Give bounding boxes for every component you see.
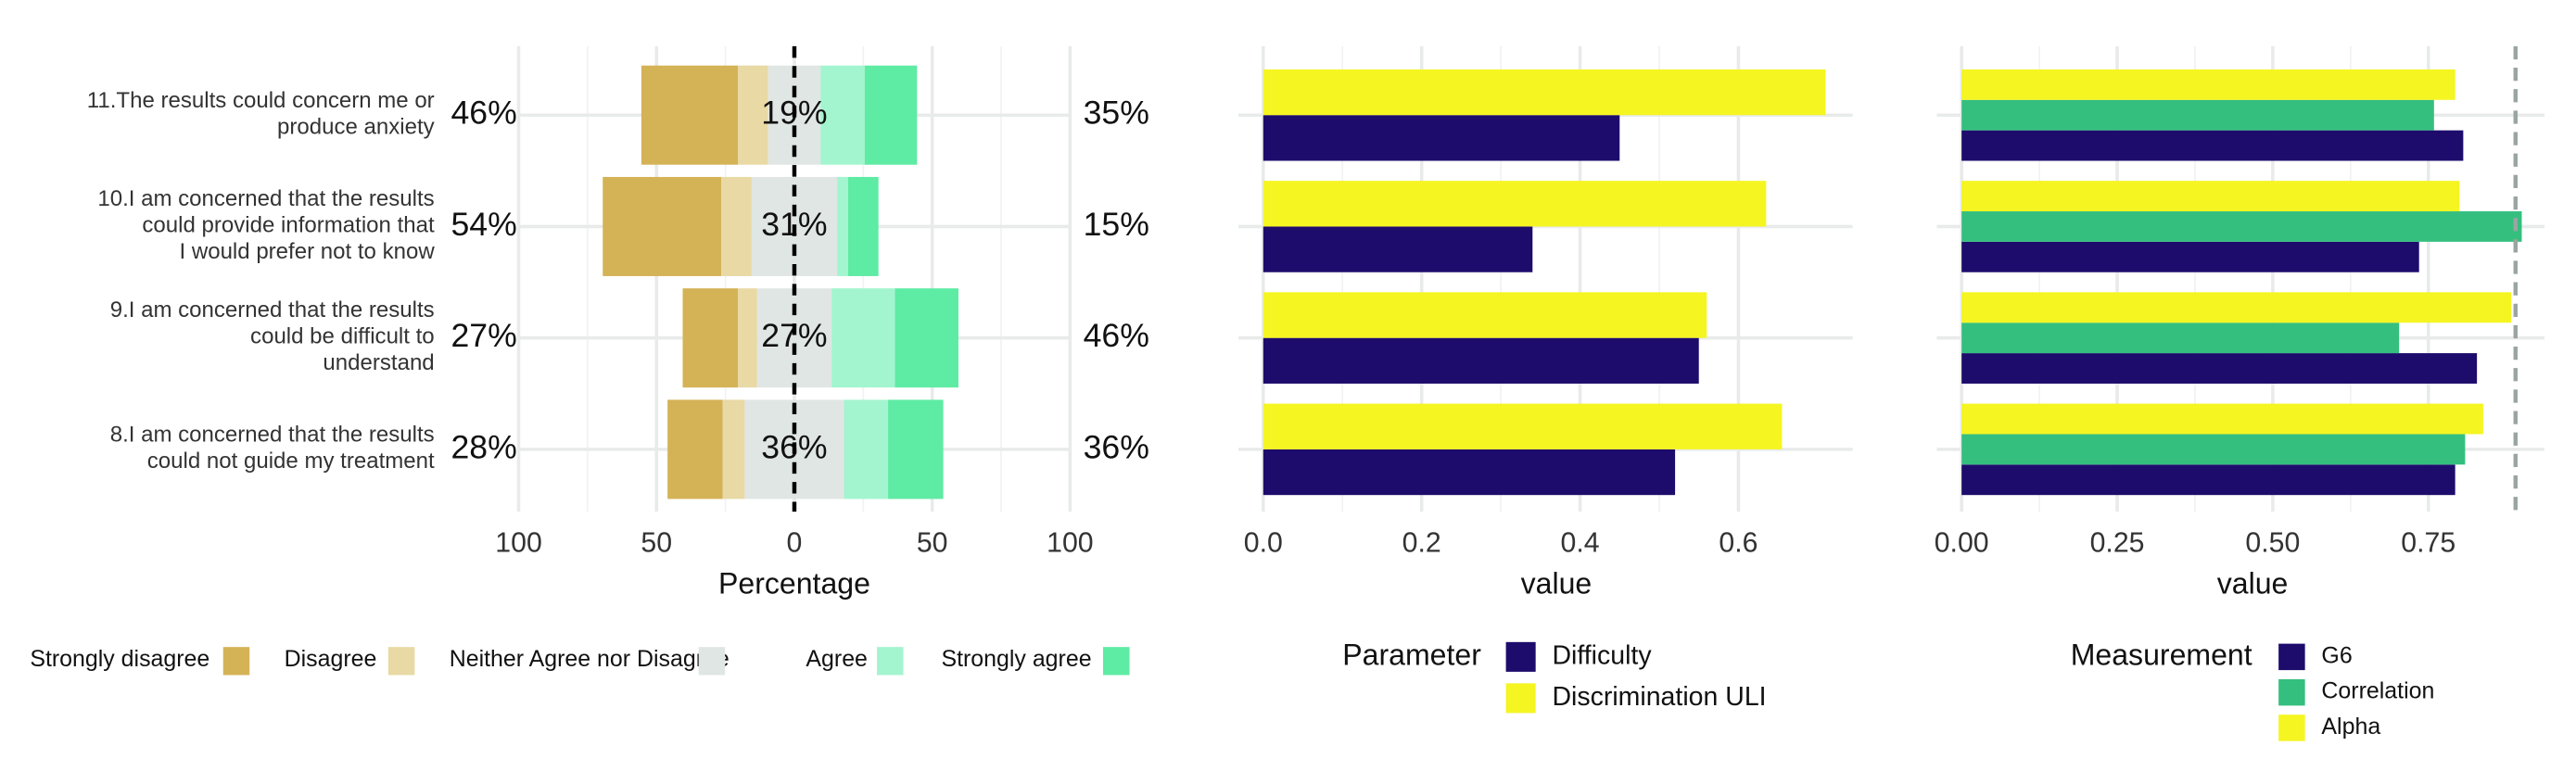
right-label: 36% bbox=[1084, 428, 1149, 465]
right-label: 46% bbox=[1084, 317, 1149, 354]
legend-swatch bbox=[2278, 678, 2305, 706]
legend-label: Difficulty bbox=[1552, 640, 1652, 670]
legend-swatch bbox=[387, 647, 415, 676]
right-label: 15% bbox=[1084, 206, 1149, 243]
bar-segment bbox=[844, 399, 889, 499]
bar bbox=[1263, 449, 1676, 496]
bar bbox=[1961, 99, 2434, 131]
bar bbox=[1961, 69, 2455, 100]
category-label: 8.I am concerned that the results could n… bbox=[110, 423, 435, 474]
legend-swatch bbox=[2278, 643, 2305, 671]
bar bbox=[1961, 181, 2460, 212]
left-label: 46% bbox=[450, 95, 516, 132]
bar-segment bbox=[837, 176, 848, 276]
x-tick-label: 0.6 bbox=[1719, 528, 1758, 559]
category-label: 10.I am concerned that the results could … bbox=[97, 186, 435, 264]
bar bbox=[1961, 403, 2483, 435]
right-label: 35% bbox=[1084, 95, 1149, 132]
category-label-line: could be difficult to bbox=[250, 324, 435, 349]
bar bbox=[1263, 115, 1620, 161]
bar bbox=[1961, 292, 2512, 323]
category-label-line: 10.I am concerned that the results bbox=[97, 186, 434, 211]
category-label-line: 8.I am concerned that the results bbox=[110, 423, 435, 448]
bar bbox=[1961, 464, 2455, 496]
legend-swatch bbox=[1505, 683, 1536, 714]
x-tick-label: 0.00 bbox=[1935, 528, 1989, 559]
category-label-line: could not guide my treatment bbox=[147, 449, 435, 474]
bar bbox=[1263, 181, 1767, 227]
x-tick-label: 0.25 bbox=[2090, 528, 2145, 559]
category-label-line: 9.I am concerned that the results bbox=[110, 298, 435, 323]
x-axis-title: Percentage bbox=[718, 567, 870, 601]
bar bbox=[1961, 211, 2522, 242]
x-tick-label: 100 bbox=[1047, 528, 1093, 559]
bar-segment bbox=[737, 65, 768, 165]
x-tick-label: 0.75 bbox=[2401, 528, 2455, 559]
bar-segment bbox=[895, 288, 958, 388]
category-label-line: produce anxiety bbox=[277, 115, 435, 140]
category-label: 11.The results could concern me or produc… bbox=[87, 88, 435, 139]
bar-segment bbox=[847, 176, 879, 276]
legend-label: Neither Agree nor Disagree bbox=[450, 646, 730, 672]
bar-segment bbox=[831, 288, 895, 388]
legend-title: Measurement bbox=[2071, 638, 2252, 671]
x-tick-label: 50 bbox=[917, 528, 948, 559]
bar-segment bbox=[667, 399, 723, 499]
category-label-line: I would prefer not to know bbox=[180, 239, 436, 264]
bar bbox=[1263, 337, 1699, 384]
legend-label: Alpha bbox=[2321, 714, 2380, 740]
legend-swatch bbox=[1103, 647, 1130, 676]
x-tick-label: 0.50 bbox=[2245, 528, 2300, 559]
bar bbox=[1263, 403, 1783, 449]
x-tick-label: 0 bbox=[787, 528, 803, 559]
legend-label: Strongly agree bbox=[941, 646, 1091, 672]
bar-segment bbox=[888, 399, 944, 499]
category-label-line: 11.The results could concern me or bbox=[87, 88, 435, 113]
bar-segment bbox=[722, 399, 745, 499]
legend-swatch bbox=[877, 647, 904, 676]
left-label: 54% bbox=[450, 206, 516, 243]
legend-label: Correlation bbox=[2321, 678, 2434, 704]
x-tick-label: 100 bbox=[495, 528, 542, 559]
bar bbox=[1263, 69, 1826, 116]
legend-label: G6 bbox=[2321, 642, 2352, 668]
bar bbox=[1263, 292, 1707, 338]
bar-segment bbox=[603, 176, 722, 276]
bar-segment bbox=[864, 65, 918, 165]
bar-segment bbox=[820, 65, 865, 165]
legend-swatch bbox=[1505, 641, 1536, 672]
bar bbox=[1961, 241, 2419, 272]
legend-label: Discrimination ULI bbox=[1552, 682, 1766, 712]
x-axis-title: value bbox=[2217, 567, 2289, 601]
category-label-line: could provide information that bbox=[142, 213, 435, 238]
legend-label: Agree bbox=[806, 646, 868, 672]
category-label-line: understand bbox=[323, 351, 434, 376]
bar-segment bbox=[721, 176, 752, 276]
category-label: 9.I am concerned that the results could b… bbox=[110, 298, 435, 376]
bar bbox=[1961, 353, 2478, 384]
bar-segment bbox=[737, 288, 757, 388]
x-tick-label: 0.2 bbox=[1402, 528, 1441, 559]
legend-swatch bbox=[698, 647, 726, 676]
legend-title: Parameter bbox=[1342, 638, 1481, 671]
x-tick-label: 50 bbox=[641, 528, 672, 559]
x-axis-title: value bbox=[1521, 567, 1593, 601]
left-label: 27% bbox=[450, 317, 516, 354]
legend-swatch bbox=[222, 647, 250, 676]
bar bbox=[1961, 322, 2400, 354]
bar-segment bbox=[641, 65, 738, 165]
bar bbox=[1263, 226, 1533, 272]
legend-label: Strongly disagree bbox=[30, 646, 209, 672]
legend-label: Disagree bbox=[285, 646, 377, 672]
legend-swatch bbox=[2278, 714, 2305, 741]
bar-segment bbox=[682, 288, 738, 388]
bar bbox=[1961, 434, 2466, 465]
x-tick-label: 0.0 bbox=[1244, 528, 1283, 559]
x-tick-label: 0.4 bbox=[1561, 528, 1600, 559]
bar bbox=[1961, 130, 2464, 161]
left-label: 28% bbox=[450, 428, 516, 465]
